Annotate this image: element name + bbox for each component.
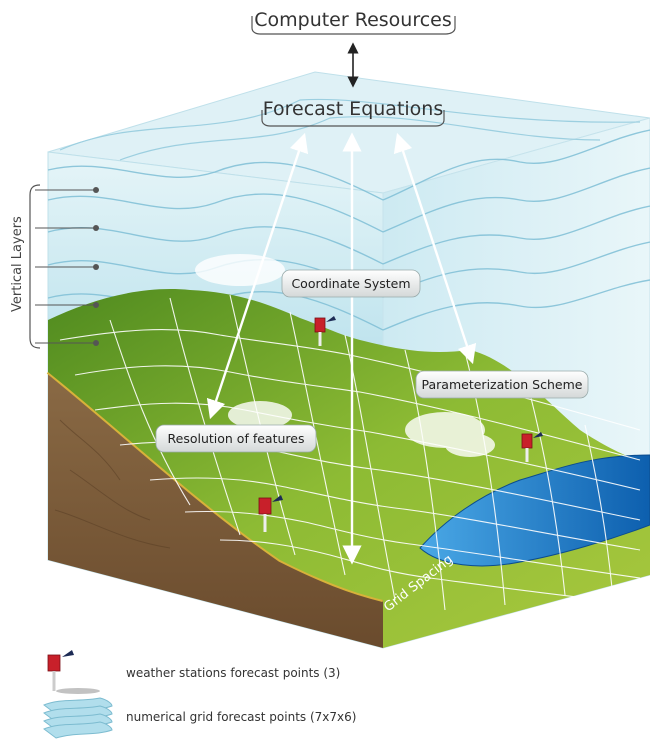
equation-arrows [206, 132, 477, 565]
grid-layers-icon [43, 697, 113, 739]
computer-resources-label: Computer Resources [254, 9, 452, 31]
resolution-callout: Resolution of features [155, 424, 317, 453]
weather-station-icon [47, 650, 100, 694]
weather-station-3 [521, 432, 543, 462]
forecast-equations-bracket [261, 110, 445, 127]
lake [419, 454, 650, 567]
computer-resources-bracket [251, 16, 456, 35]
coordinate-system-callout: Coordinate System [281, 269, 421, 298]
parameterization-callout: Parameterization Scheme [415, 370, 589, 399]
weather-station-1 [314, 316, 336, 346]
layer-markers [35, 187, 99, 346]
parameterization-text: Parameterization Scheme [422, 377, 583, 392]
top-layer-waves [59, 98, 641, 161]
legend-stations-text: weather stations forecast points (3) [126, 666, 340, 680]
vertical-layers-bracket [29, 184, 41, 349]
soil-block [48, 370, 383, 648]
legend-grid-text: numerical grid forecast points (7x7x6) [126, 710, 356, 724]
vertical-layers-label: Vertical Layers [10, 216, 25, 312]
forecast-equations-label: Forecast Equations [263, 98, 443, 120]
resolution-text: Resolution of features [168, 431, 305, 446]
coordinate-system-text: Coordinate System [291, 276, 410, 291]
weather-station-2 [258, 495, 283, 532]
